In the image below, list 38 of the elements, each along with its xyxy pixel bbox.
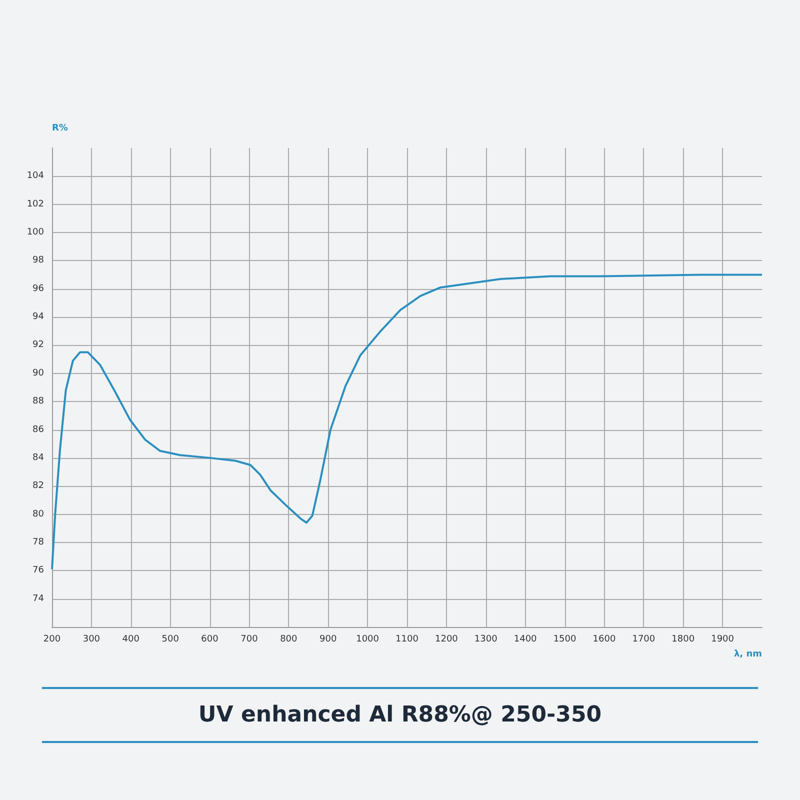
x-tick-label: 1800 (672, 634, 695, 644)
text: UV enhanced Al R88%@ 250-350 (198, 702, 602, 728)
y-axis-title: R% (52, 124, 68, 134)
x-tick-label: 300 (82, 634, 100, 644)
x-tick-label: 700 (240, 634, 258, 644)
y-tick-label: 78 (32, 537, 44, 548)
y-tick-label: 94 (32, 312, 44, 322)
x-axis-title: λ, nm (734, 650, 762, 660)
x-tick-label: 1900 (711, 634, 734, 644)
line-series (51, 274, 763, 570)
y-tick-label: 100 (26, 228, 44, 238)
y-tick-label: 92 (32, 340, 44, 350)
y-tick-label: 76 (32, 566, 44, 576)
y-tick-label: 80 (32, 509, 44, 520)
x-tick-label: 400 (122, 634, 140, 644)
y-tick-label: 82 (32, 481, 44, 492)
y-tick-label: 104 (26, 171, 44, 182)
x-tick-label: 1700 (632, 634, 656, 644)
x-tick-label: 1400 (514, 634, 538, 644)
x-tick-label: 1600 (592, 634, 616, 644)
y-tick-label: 84 (32, 452, 44, 463)
x-tick-label: 800 (280, 634, 298, 644)
y-tick-label: 98 (32, 256, 44, 266)
x-tick-label: 1100 (396, 634, 419, 644)
y-tick-label: 86 (32, 424, 44, 435)
x-tick-label: 1300 (474, 634, 498, 644)
x-tick-label: 1200 (434, 634, 458, 644)
y-tick-label: 102 (26, 199, 44, 210)
x-tick-label: 500 (162, 634, 180, 644)
y-tick-label: 88 (32, 396, 44, 407)
x-tick-label: 900 (320, 634, 337, 644)
x-tick-label: 200 (43, 634, 61, 644)
x-tick-label: 1000 (356, 634, 380, 644)
y-tick-label: 74 (32, 594, 44, 604)
x-tick-label: 1500 (553, 634, 577, 644)
y-tick-label: 90 (32, 368, 44, 378)
y-tick-label: 96 (32, 284, 44, 294)
x-tick-label: 600 (201, 634, 219, 644)
